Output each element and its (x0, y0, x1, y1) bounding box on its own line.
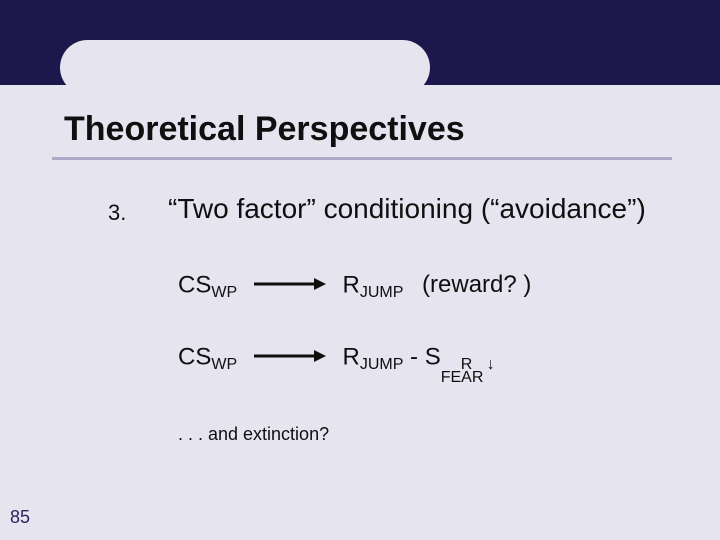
page-number: 85 (10, 507, 30, 528)
s-sub: FEAR (441, 369, 484, 387)
s-base: S (425, 343, 441, 370)
r-base: R (342, 271, 359, 298)
r-base: R (342, 343, 359, 370)
list-number: 3. (108, 200, 126, 226)
list-text: “Two factor” conditioning (“avoidance”) (168, 193, 646, 225)
cs-base: CS (178, 343, 211, 370)
arrow-icon (254, 342, 326, 370)
title-rule (52, 157, 672, 160)
equation-row-1: CSWP RJUMP (reward? ) (178, 270, 531, 302)
cs-base: CS (178, 271, 211, 298)
cs-sub: WP (211, 356, 237, 373)
r-sub: JUMP (360, 356, 404, 373)
cs-sub: WP (211, 284, 237, 301)
minus-op: - (403, 343, 424, 370)
title-tab (60, 40, 430, 95)
down-arrow-icon: ↓ (487, 356, 495, 373)
slide-title: Theoretical Perspectives (64, 110, 465, 149)
equation-row-2: CSWP RJUMP - SRFEAR↓ (178, 342, 495, 374)
reward-note: (reward? ) (422, 271, 531, 298)
r-sub: JUMP (360, 284, 404, 301)
extinction-note: . . . and extinction? (178, 424, 329, 445)
arrow-icon (254, 270, 326, 298)
slide: Theoretical Perspectives 3. “Two factor”… (0, 0, 720, 540)
